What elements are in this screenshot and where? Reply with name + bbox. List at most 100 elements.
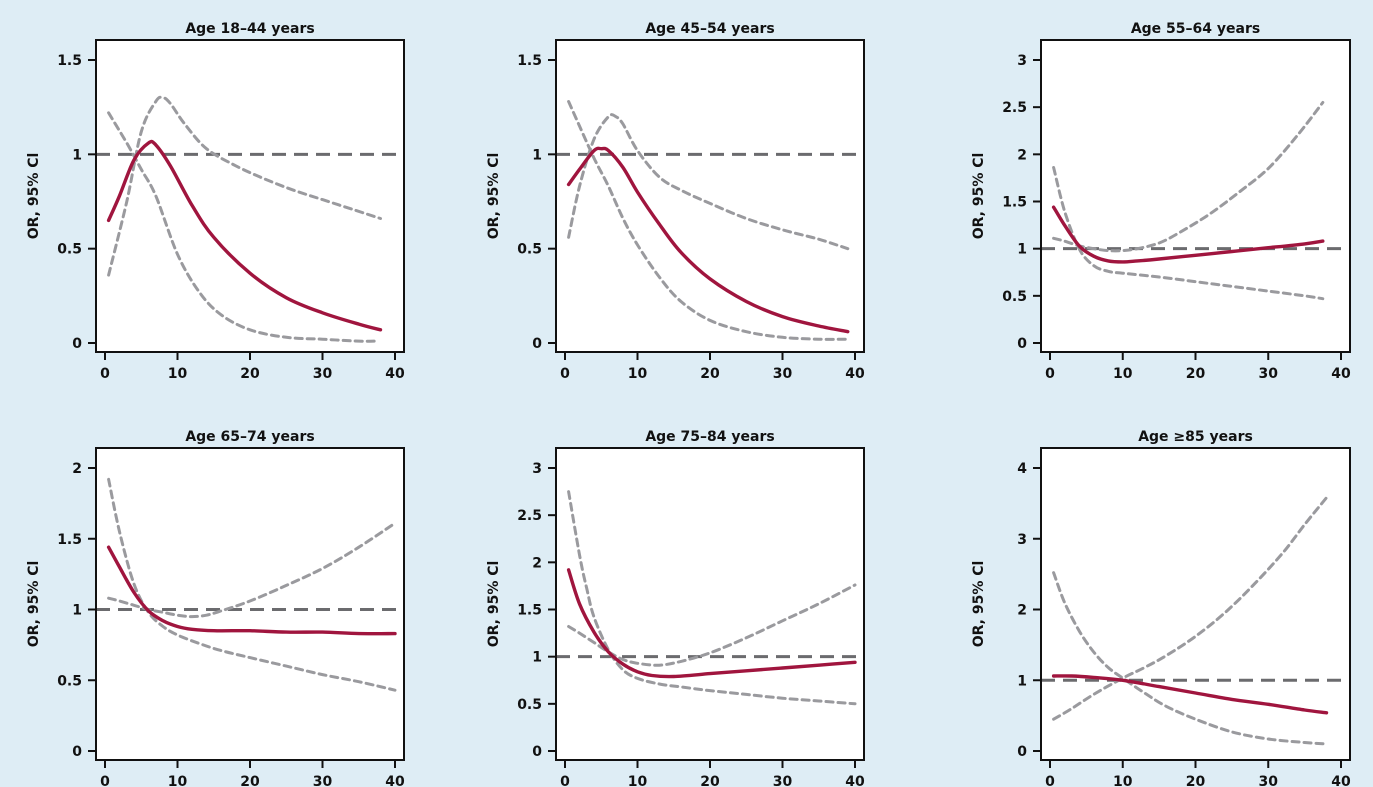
ci-upper-line	[567, 113, 850, 251]
ci-upper-line	[1052, 496, 1328, 721]
x-tick-label: 10	[168, 366, 188, 382]
panel-title: Age 55–64 years	[1131, 21, 1260, 37]
x-tick-label: 40	[385, 774, 405, 787]
plot-area	[557, 100, 863, 341]
x-tick-label: 40	[845, 366, 865, 382]
x-tick-label: 20	[1186, 366, 1206, 382]
or-estimate-line	[106, 545, 397, 636]
y-axis-label: OR, 95% Cl	[971, 153, 987, 240]
ci-lower-line	[107, 477, 397, 692]
x-tick-label: 30	[313, 774, 333, 787]
y-tick-label: 1	[72, 603, 82, 619]
x-tick-label: 0	[1045, 774, 1055, 787]
y-tick-label: 0	[72, 336, 82, 352]
y-tick-label: 1	[532, 147, 542, 163]
y-tick-label: 1	[532, 650, 542, 666]
y-tick-label: 3	[1017, 53, 1027, 69]
x-tick-label: 20	[700, 774, 720, 787]
y-tick-label: 1.5	[57, 53, 82, 69]
y-axis-label: OR, 95% Cl	[971, 561, 987, 648]
y-tick-label: 1	[1017, 673, 1027, 689]
y-tick-label: 0.5	[57, 673, 82, 689]
x-tick-label: 20	[1186, 774, 1206, 787]
x-tick-label: 0	[560, 774, 570, 787]
y-tick-label: 1.5	[57, 532, 82, 548]
y-axis-label: OR, 95% Cl	[486, 153, 502, 240]
y-tick-label: 1.5	[1002, 195, 1027, 211]
x-tick-label: 20	[240, 366, 260, 382]
plot-frame	[1040, 447, 1351, 761]
y-tick-label: 1	[72, 147, 82, 163]
y-tick-label: 0.5	[517, 242, 542, 258]
x-tick-label: 0	[1045, 366, 1055, 382]
plot-frame	[555, 447, 865, 761]
x-tick-label: 10	[1113, 774, 1133, 787]
ci-lower-line	[107, 111, 379, 343]
x-tick-label: 10	[628, 774, 648, 787]
x-tick-label: 40	[385, 366, 405, 382]
panel-title: Age 75–84 years	[645, 429, 774, 445]
x-tick-label: 10	[1113, 366, 1133, 382]
y-tick-label: 0	[532, 744, 542, 760]
panel-title: Age 18–44 years	[185, 21, 314, 37]
panel-1: Age 18–44 years OR, 95% Cl 0 0.5 1 1.5 0 10 20 30…	[26, 21, 405, 382]
y-tick-label: 0	[1017, 336, 1027, 352]
plot-frame	[555, 39, 865, 353]
panel-title: Age 65–74 years	[185, 429, 314, 445]
y-tick-label: 2	[1017, 147, 1027, 163]
or-estimate-line	[1051, 674, 1329, 715]
y-tick-label: 2.5	[1002, 100, 1027, 116]
y-axis-label: OR, 95% Cl	[486, 561, 502, 648]
x-tick-label: 10	[628, 366, 648, 382]
x-tick-label: 20	[240, 774, 260, 787]
x-tick-label: 30	[773, 366, 793, 382]
or-estimate-line	[1051, 205, 1325, 264]
plot-area	[1042, 496, 1349, 746]
y-tick-label: 1.5	[517, 53, 542, 69]
ci-lower-line	[1052, 571, 1328, 746]
ci-upper-line	[107, 95, 382, 277]
plot-frame	[95, 447, 405, 761]
ci-upper-line	[567, 583, 857, 667]
plot-area	[557, 490, 863, 706]
y-tick-label: 0	[532, 336, 542, 352]
y-tick-label: 3	[1017, 532, 1027, 548]
plot-area	[97, 477, 403, 692]
x-tick-label: 30	[1259, 366, 1279, 382]
or-estimate-line	[106, 139, 383, 332]
plot-area	[97, 95, 403, 343]
or-estimate-line	[566, 146, 850, 334]
y-axis-label: OR, 95% Cl	[26, 561, 42, 648]
x-tick-label: 40	[1331, 774, 1351, 787]
y-tick-label: 0	[1017, 744, 1027, 760]
plot-area	[1042, 101, 1349, 301]
y-tick-label: 2	[532, 555, 542, 571]
x-tick-label: 0	[100, 366, 110, 382]
panel-2: Age 45–54 years OR, 95% Cl 0 0.5 1 1.5 0 10 20 30…	[486, 21, 865, 382]
ci-upper-line	[107, 521, 397, 619]
x-tick-label: 10	[168, 774, 188, 787]
x-tick-label: 30	[773, 774, 793, 787]
y-tick-label: 4	[1017, 461, 1027, 477]
y-axis-label: OR, 95% Cl	[26, 153, 42, 240]
panel-title: Age 45–54 years	[645, 21, 774, 37]
plot-frame	[1040, 39, 1351, 353]
y-tick-label: 2	[1017, 603, 1027, 619]
plot-frame	[95, 39, 405, 353]
x-tick-label: 40	[1331, 366, 1351, 382]
or-estimate-line	[566, 568, 857, 679]
x-tick-label: 0	[100, 774, 110, 787]
panel-title: Age ≥85 years	[1138, 429, 1253, 445]
y-tick-label: 2.5	[517, 508, 542, 524]
x-tick-label: 30	[313, 366, 333, 382]
ci-lower-line	[567, 490, 857, 706]
x-tick-label: 0	[560, 366, 570, 382]
y-tick-label: 2	[72, 461, 82, 477]
y-tick-label: 3	[532, 461, 542, 477]
y-tick-label: 0.5	[517, 697, 542, 713]
